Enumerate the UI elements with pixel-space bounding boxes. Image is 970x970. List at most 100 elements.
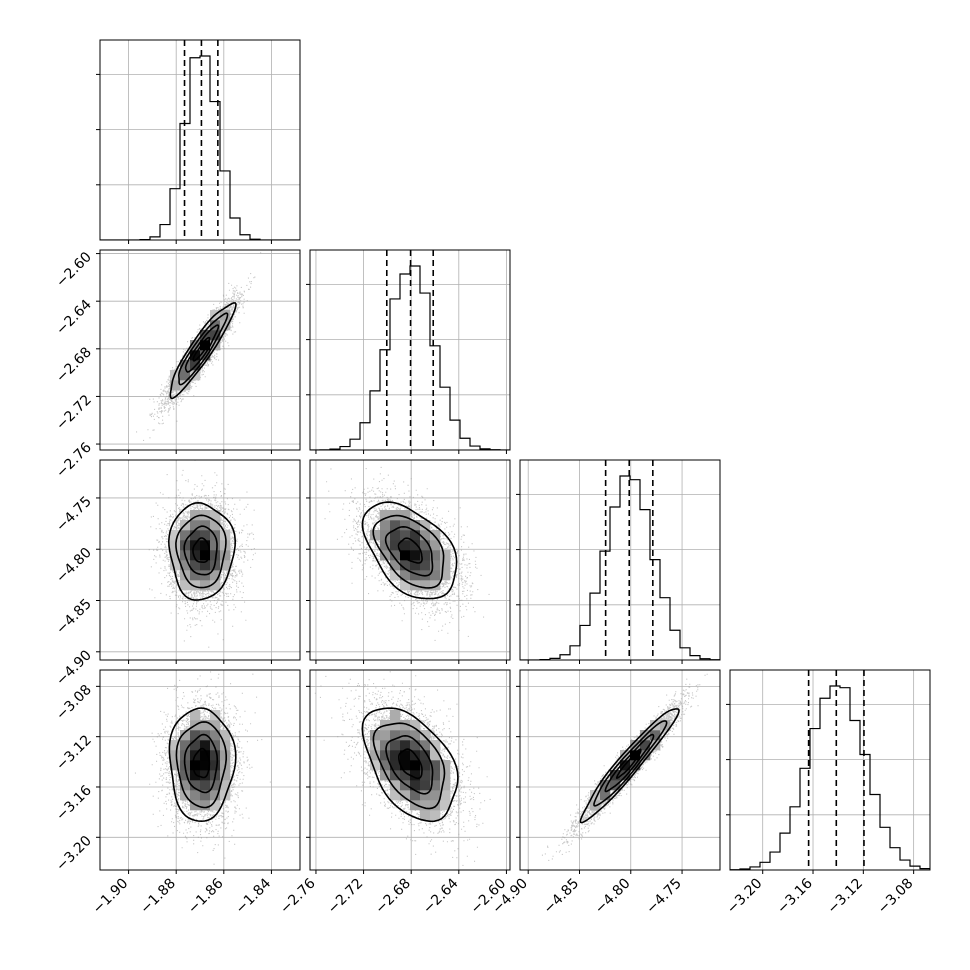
contour-level-2 [175, 721, 227, 809]
density-cell [180, 360, 191, 371]
x-tick-label: −2.76 [277, 875, 319, 917]
density-cell [180, 740, 191, 751]
density-cell [390, 750, 401, 761]
x-tick-label: −3.08 [875, 876, 917, 918]
density-cell [660, 720, 671, 731]
density-cell [420, 580, 431, 591]
density-cell [420, 810, 431, 821]
density-cell [430, 770, 441, 781]
density-cell [430, 560, 441, 571]
density-cell [200, 750, 211, 761]
contour-level-3 [168, 707, 237, 823]
density-cell [210, 320, 221, 331]
x-tick-label: −2.64 [420, 875, 462, 917]
density-cell [400, 540, 411, 551]
y-tick-label: −3.16 [53, 782, 95, 824]
density-cell [220, 770, 231, 781]
density-cell [210, 780, 221, 791]
density-cell [410, 570, 421, 581]
scatter-panel-3-2: −4.90 −4.85 −4.80 −4.75 [489, 669, 721, 918]
density-cell [210, 510, 221, 521]
histogram-step [520, 475, 720, 660]
panel-frame [99, 249, 301, 451]
panel-frame [729, 669, 931, 871]
histogram-step [100, 55, 300, 240]
x-tick-label: −3.12 [825, 876, 867, 918]
density-cell [200, 530, 211, 541]
density-cell [370, 730, 381, 741]
density-cell [390, 570, 401, 581]
density-cell [210, 570, 221, 581]
density-cell [440, 790, 451, 801]
density-cell [410, 550, 421, 561]
density-cell [410, 770, 421, 781]
panel-frame [99, 39, 301, 241]
density-cell [400, 790, 411, 801]
density-cell [370, 750, 381, 761]
x-tick-label: −1.86 [185, 875, 227, 917]
y-tick-label: −2.64 [53, 297, 95, 339]
density-cell [390, 530, 401, 541]
y-tick-label: −4.80 [53, 545, 95, 587]
density-cell [410, 760, 421, 771]
contour-level-1 [385, 734, 434, 795]
density-cell [380, 540, 391, 551]
density-cell [420, 550, 431, 561]
x-tick-label: −1.90 [90, 876, 132, 918]
density-cell [420, 730, 431, 741]
y-tick-label: −3.08 [53, 682, 95, 724]
density-cell [200, 340, 211, 351]
density-cell [390, 720, 401, 731]
density-cell [430, 790, 441, 801]
density-cell [210, 740, 221, 751]
density-cell [410, 520, 421, 531]
density-cell [190, 740, 201, 751]
density-cell [430, 530, 441, 541]
contour-level-1 [604, 733, 655, 793]
density-cell [180, 580, 191, 591]
density-cell [400, 510, 411, 521]
density-cell [180, 370, 191, 381]
density-cell [220, 730, 231, 741]
density-cell [390, 730, 401, 741]
density-cell [420, 540, 431, 551]
density-cell [220, 320, 231, 331]
density-cell [210, 550, 221, 561]
density-cell [390, 790, 401, 801]
density-cell [190, 790, 201, 801]
density-cell [190, 760, 201, 771]
contour-level-2 [177, 312, 229, 386]
density-cell [430, 570, 441, 581]
x-tick-label: −4.75 [643, 876, 685, 918]
contour-level-0 [192, 537, 210, 563]
density-cell [410, 740, 421, 751]
density-cell [210, 340, 221, 351]
density-cell [180, 380, 191, 391]
density-cell [420, 760, 431, 771]
density-cell [210, 520, 221, 531]
contour-level-3 [361, 501, 458, 600]
density-cell [200, 720, 211, 731]
density-cell [210, 760, 221, 771]
density-cell [190, 570, 201, 581]
density-cell [220, 750, 231, 761]
density-cell [210, 720, 221, 731]
panel-frame [309, 669, 511, 871]
scatter-panel-3-0: −1.90 −1.88 −1.86 −1.84 −3.20 −3.16 −3.12 −3.08 [53, 669, 301, 918]
contour-level-0 [192, 747, 211, 779]
density-cell [430, 740, 441, 751]
density-cell [390, 710, 401, 721]
density-cell [190, 780, 201, 791]
density-cell [190, 730, 201, 741]
scatter-points [136, 252, 262, 441]
panel-frame [99, 459, 301, 661]
density-cell [220, 560, 231, 571]
panel-frame [309, 459, 511, 661]
density-cell [190, 550, 201, 561]
density-cell [430, 810, 441, 821]
density-cell [590, 790, 601, 801]
density-cell [390, 560, 401, 571]
density-cell [170, 760, 181, 771]
histogram-panel-0 [96, 39, 301, 244]
contour-level-3 [169, 302, 237, 400]
